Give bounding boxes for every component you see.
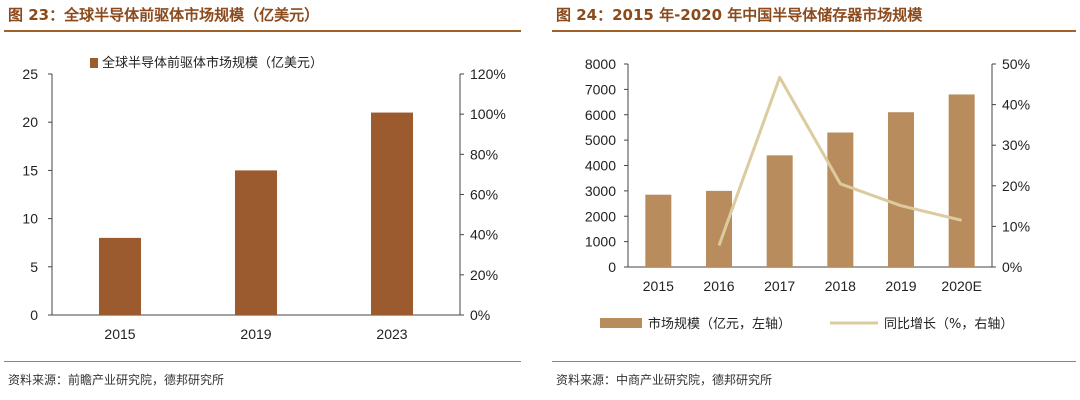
left-x-tick-label: 2023: [376, 326, 407, 342]
left-y-tick-label: 5: [30, 259, 38, 275]
right-bar-2016: [706, 190, 732, 267]
left-y2-tick-label: 0%: [470, 307, 490, 323]
left-y2-tick-label: 120%: [470, 66, 506, 82]
left-x-tick-label: 2019: [240, 326, 271, 342]
left-legend-swatch: [90, 58, 98, 68]
right-y2-tick-label: 40%: [1002, 97, 1030, 113]
right-title-rule: [552, 30, 1076, 32]
left-x-tick-label: 2015: [104, 326, 135, 342]
right-y-tick-label: 2000: [585, 208, 616, 224]
right-growth-line: [717, 75, 963, 247]
left-figure-title: 图 23：全球半导体前驱体市场规模（亿美元）: [8, 6, 320, 24]
right-bar-2017: [766, 155, 793, 267]
right-legend-bar-label: 市场规模（亿元，左轴）: [648, 316, 791, 332]
right-y-tick-label: 0: [608, 259, 616, 275]
right-y-tick-label: 3000: [585, 183, 616, 199]
right-y-tick-label: 1000: [585, 234, 616, 250]
left-y-tick-label: 20: [22, 114, 38, 130]
left-legend-label: 全球半导体前驱体市场规模（亿美元）: [102, 55, 323, 71]
right-y-tick-label: 5000: [585, 132, 616, 148]
left-bar-2019: [235, 170, 277, 315]
right-bar-2015: [645, 194, 672, 267]
right-bar-2020E: [948, 94, 975, 267]
right-bar-2018: [827, 132, 854, 267]
left-source-rule: [4, 361, 521, 362]
left-figure: 图 23：全球半导体前驱体市场规模（亿美元） 0 5 10 15 20 25 0% 20% 40…: [0, 0, 525, 400]
left-y-tick-label: 15: [22, 162, 38, 178]
left-y-tick-label: 10: [22, 211, 38, 227]
right-x-tick-label: 2018: [825, 278, 856, 294]
right-chart: 0 1000 2000 3000 4000 5000 6000 7000 8000 0% 10% 20…: [585, 56, 1030, 332]
left-bar-2015: [99, 237, 141, 315]
left-y2-tick-label: 60%: [470, 187, 498, 203]
right-x-tick-label: 2016: [703, 278, 734, 294]
right-legend-bar-swatch: [600, 318, 642, 328]
right-y-tick-label: 6000: [585, 107, 616, 123]
left-y2-tick-label: 20%: [470, 267, 498, 283]
right-source-rule: [552, 361, 1076, 362]
right-y2-tick-label: 0%: [1002, 259, 1022, 275]
left-source-note: 资料来源：前瞻产业研究院，德邦研究所: [8, 373, 225, 387]
right-y-tick-label: 8000: [585, 56, 616, 72]
right-y-tick-label: 7000: [585, 81, 616, 97]
right-figure-title: 图 24：2015 年-2020 年中国半导体储存器市场规模: [556, 6, 923, 24]
right-figure: 图 24：2015 年-2020 年中国半导体储存器市场规模 0 1000 2000…: [548, 0, 1080, 400]
left-y2-tick-label: 80%: [470, 146, 498, 162]
left-y-tick-label: 0: [30, 307, 38, 323]
right-bar-2019: [888, 112, 914, 268]
left-y-tick-label: 25: [22, 66, 38, 82]
left-y2-tick-label: 40%: [470, 227, 498, 243]
right-legend-line-label: 同比增长（%，右轴）: [884, 317, 1013, 332]
right-y2-tick-label: 10%: [1002, 218, 1030, 234]
right-y2-tick-label: 50%: [1002, 56, 1030, 72]
right-x-tick-label: 2020E: [941, 278, 981, 294]
right-x-tick-label: 2017: [764, 278, 795, 294]
left-chart: 0 5 10 15 20 25 0% 20% 40% 60% 80% 100% 120% 2015 2019…: [22, 55, 506, 342]
left-y2-tick-label: 100%: [470, 106, 506, 122]
right-x-tick-label: 2015: [643, 278, 674, 294]
right-y2-tick-label: 20%: [1002, 178, 1030, 194]
left-bar-2023: [371, 112, 413, 315]
right-source-note: 资料来源：中商产业研究院，德邦研究所: [556, 373, 773, 387]
right-y2-tick-label: 30%: [1002, 137, 1030, 153]
right-y-tick-label: 4000: [585, 158, 616, 174]
left-title-rule: [4, 30, 521, 32]
right-x-tick-label: 2019: [885, 278, 916, 294]
